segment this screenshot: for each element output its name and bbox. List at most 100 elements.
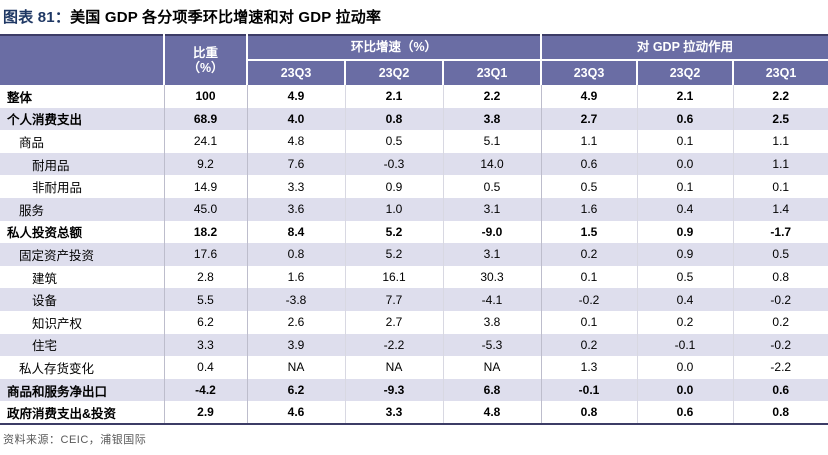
value-cell: 0.1 <box>636 175 733 198</box>
value-cell: 0.1 <box>636 130 733 153</box>
value-cell: 16.1 <box>344 265 443 289</box>
table-row: 私人存货变化 0.4 NA NA NA 1.3 0.0 -2.2 <box>0 356 828 379</box>
value-cell: 0.1 <box>540 265 637 289</box>
value-cell: 2.6 <box>246 310 345 334</box>
value-cell: 0.5 <box>344 130 443 153</box>
value-cell: 0.1 <box>540 310 637 334</box>
value-cell: 8.4 <box>246 220 345 244</box>
row-label: 个人消费支出 <box>7 113 83 128</box>
value-cell: 0.6 <box>732 378 828 402</box>
value-cell: 1.5 <box>540 220 637 244</box>
value-cell: 0.5 <box>442 175 541 198</box>
value-cell: -3.8 <box>246 288 345 311</box>
contrib-group-header: 对 GDP 拉动作用 <box>540 35 828 60</box>
source-note: 资料来源：CEIC，浦银国际 <box>3 433 147 446</box>
value-cell: 0.0 <box>636 152 733 176</box>
value-cell: 2.8 <box>163 265 247 289</box>
value-cell: 0.8 <box>344 107 443 131</box>
value-cell: -0.2 <box>732 288 828 311</box>
value-cell: 2.1 <box>344 85 443 108</box>
weight-column-header: 比重 （%） <box>163 35 247 85</box>
row-label: 服务 <box>19 203 45 218</box>
table-row: 固定资产投资 17.6 0.8 5.2 3.1 0.2 0.9 0.5 <box>0 243 828 266</box>
value-cell: 0.4 <box>163 356 247 379</box>
table-row: 耐用品 9.2 7.6 -0.3 14.0 0.6 0.0 1.1 <box>0 152 828 176</box>
row-label: 建筑 <box>32 271 58 286</box>
table-row: 私人投资总额 18.2 8.4 5.2 -9.0 1.5 0.9 -1.7 <box>0 220 828 244</box>
row-label: 整体 <box>7 90 33 105</box>
value-cell: 2.9 <box>163 401 247 424</box>
value-cell: 2.7 <box>540 107 637 131</box>
value-cell: 14.0 <box>442 152 541 176</box>
value-cell: 0.2 <box>540 243 637 266</box>
value-cell: 0.5 <box>732 243 828 266</box>
value-cell: 0.4 <box>636 197 733 221</box>
table-row: 政府消费支出&投资 2.9 4.6 3.3 4.8 0.8 0.6 0.8 <box>0 401 828 424</box>
value-cell: 0.6 <box>636 401 733 424</box>
value-cell: 0.9 <box>636 243 733 266</box>
value-cell: -0.1 <box>636 333 733 357</box>
table-row: 个人消费支出 68.9 4.0 0.8 3.8 2.7 0.6 2.5 <box>0 107 828 131</box>
contrib-quarter-header: 23Q3 <box>540 59 637 85</box>
group-header-row: 比重 （%） 环比增速（%） 对 GDP 拉动作用 <box>0 35 828 85</box>
value-cell: -2.2 <box>344 333 443 357</box>
value-cell: 5.1 <box>442 130 541 153</box>
value-cell: 3.1 <box>442 243 541 266</box>
row-label: 商品 <box>19 135 45 150</box>
row-label: 知识产权 <box>32 316 83 331</box>
quarter-header-row: 23Q3 23Q2 23Q1 23Q3 23Q2 23Q1 <box>0 59 828 85</box>
value-cell: 1.3 <box>540 356 637 379</box>
value-cell: 9.2 <box>163 152 247 176</box>
value-cell: 18.2 <box>163 220 247 244</box>
qoq-quarter-header: 23Q1 <box>442 59 541 85</box>
value-cell: -0.2 <box>540 288 637 311</box>
value-cell: 2.7 <box>344 310 443 334</box>
row-label: 固定资产投资 <box>19 248 95 263</box>
value-cell: 0.5 <box>636 265 733 289</box>
value-cell: 6.2 <box>163 310 247 334</box>
value-cell: NA <box>442 356 541 379</box>
value-cell: 5.5 <box>163 288 247 311</box>
value-cell: 0.5 <box>540 175 637 198</box>
value-cell: -0.2 <box>732 333 828 357</box>
value-cell: 0.6 <box>636 107 733 131</box>
value-cell: 0.2 <box>636 310 733 334</box>
value-cell: 5.2 <box>344 243 443 266</box>
row-label: 商品和服务净出口 <box>7 384 108 399</box>
value-cell: 7.7 <box>344 288 443 311</box>
value-cell: -0.3 <box>344 152 443 176</box>
value-cell: 14.9 <box>163 175 247 198</box>
value-cell: 2.2 <box>442 85 541 108</box>
value-cell: 5.2 <box>344 220 443 244</box>
value-cell: 4.0 <box>246 107 345 131</box>
value-cell: -0.1 <box>540 378 637 402</box>
table-row: 住宅 3.3 3.9 -2.2 -5.3 0.2 -0.1 -0.2 <box>0 333 828 357</box>
value-cell: 68.9 <box>163 107 247 131</box>
value-cell: 1.6 <box>540 197 637 221</box>
gdp-table: 比重 （%） 环比增速（%） 对 GDP 拉动作用 23Q3 23Q2 23Q1… <box>0 34 828 425</box>
value-cell: 0.8 <box>540 401 637 424</box>
row-label: 设备 <box>32 294 58 309</box>
table-row: 设备 5.5 -3.8 7.7 -4.1 -0.2 0.4 -0.2 <box>0 288 828 311</box>
value-cell: 45.0 <box>163 197 247 221</box>
value-cell: 2.5 <box>732 107 828 131</box>
value-cell: 3.6 <box>246 197 345 221</box>
value-cell: 3.9 <box>246 333 345 357</box>
value-cell: 100 <box>163 85 247 108</box>
table-row: 商品 24.1 4.8 0.5 5.1 1.1 0.1 1.1 <box>0 130 828 153</box>
value-cell: 7.6 <box>246 152 345 176</box>
weight-label-line2: （%） <box>187 60 224 75</box>
table-row: 服务 45.0 3.6 1.0 3.1 1.6 0.4 1.4 <box>0 197 828 221</box>
value-cell: -2.2 <box>732 356 828 379</box>
value-cell: 3.3 <box>163 333 247 357</box>
figure-number: 图表 81： <box>3 9 71 26</box>
value-cell: NA <box>344 356 443 379</box>
value-cell: 1.1 <box>732 152 828 176</box>
value-cell: 3.3 <box>344 401 443 424</box>
corner-cell <box>0 35 164 85</box>
value-cell: 3.8 <box>442 310 541 334</box>
value-cell: 1.0 <box>344 197 443 221</box>
value-cell: 4.9 <box>246 85 345 108</box>
value-cell: 4.8 <box>442 401 541 424</box>
